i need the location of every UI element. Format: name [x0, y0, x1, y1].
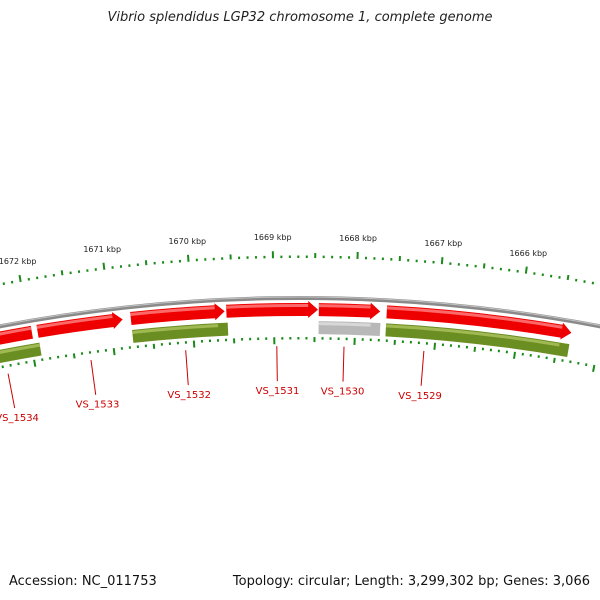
- inner-tick: [33, 359, 37, 367]
- scale-label: 1666 kbp: [509, 249, 547, 258]
- gene-highlight: [36, 315, 113, 329]
- backbone-layer: [0, 296, 600, 329]
- inner-tick: [552, 357, 556, 363]
- gene-label[interactable]: VS_1529: [398, 391, 442, 402]
- gene-leader-line: [7, 373, 16, 409]
- backbone-arc: [0, 296, 600, 329]
- scale-label: 1672 kbp: [0, 257, 36, 266]
- gene-highlight: [385, 324, 560, 347]
- gene-feature-vs-1529[interactable]: [385, 323, 570, 357]
- scale-label: 1669 kbp: [254, 233, 292, 242]
- map-title: Vibrio splendidus LGP32 chromosome 1, co…: [107, 10, 493, 25]
- gene-highlight: [132, 324, 219, 334]
- genome-summary-text: Topology: circular; Length: 3,299,302 bp…: [232, 574, 590, 589]
- gene-leader-line: [420, 350, 425, 386]
- gene-highlight: [318, 304, 371, 309]
- inner-tick: [112, 348, 116, 356]
- outer-tick: [102, 262, 106, 270]
- gene-layer: [0, 301, 572, 364]
- gene-label[interactable]: VS_1530: [321, 387, 365, 398]
- outer-tick: [482, 263, 486, 269]
- inner-tick: [473, 346, 477, 352]
- gene-feature-vs-1529[interactable]: [386, 305, 572, 340]
- scale-label: 1667 kbp: [425, 239, 463, 248]
- gene-highlight: [0, 326, 32, 336]
- gene-label-layer: VS_1534 VS_1533 VS_1532 VS_1531 VS_1530 VS_15…: [0, 346, 442, 424]
- scale-label: 1671 kbp: [83, 245, 121, 254]
- outer-tick: [440, 257, 444, 265]
- gene-leader-line: [90, 360, 97, 395]
- gene-leader-line: [185, 350, 189, 386]
- inner-tick: [592, 364, 596, 373]
- gene-highlight: [0, 343, 41, 354]
- inner-tick: [513, 351, 516, 359]
- inner-tick: [72, 353, 76, 359]
- gene-highlight: [226, 304, 309, 309]
- gene-label[interactable]: VS_1531: [256, 386, 300, 397]
- accession-text: Accession: NC_011753: [9, 574, 157, 589]
- scale-label: 1668 kbp: [339, 234, 377, 243]
- backbone-highlight: [0, 296, 600, 326]
- gene-highlight: [130, 306, 215, 317]
- outer-tick: [566, 274, 570, 281]
- gene-leader-line: [342, 346, 345, 382]
- inner-tick: [433, 342, 437, 350]
- gene-label[interactable]: VS_1534: [0, 413, 39, 424]
- gene-highlight: [318, 322, 371, 327]
- gene-feature-vs-1531[interactable]: [226, 301, 319, 319]
- gene-label[interactable]: VS_1533: [76, 400, 120, 411]
- gene-leader-line: [276, 346, 278, 382]
- tick-layer: [1, 251, 600, 373]
- outer-tick: [60, 270, 64, 276]
- gene-highlight: [386, 306, 563, 329]
- scale-label: 1670 kbp: [168, 237, 206, 246]
- outer-tick: [18, 274, 22, 283]
- gene-label[interactable]: VS_1532: [167, 390, 211, 401]
- outer-tick: [524, 266, 528, 274]
- scale-label-layer: 1672 kbp 1671 kbp 1670 kbp 1669 kbp 1668 kbp…: [0, 233, 547, 266]
